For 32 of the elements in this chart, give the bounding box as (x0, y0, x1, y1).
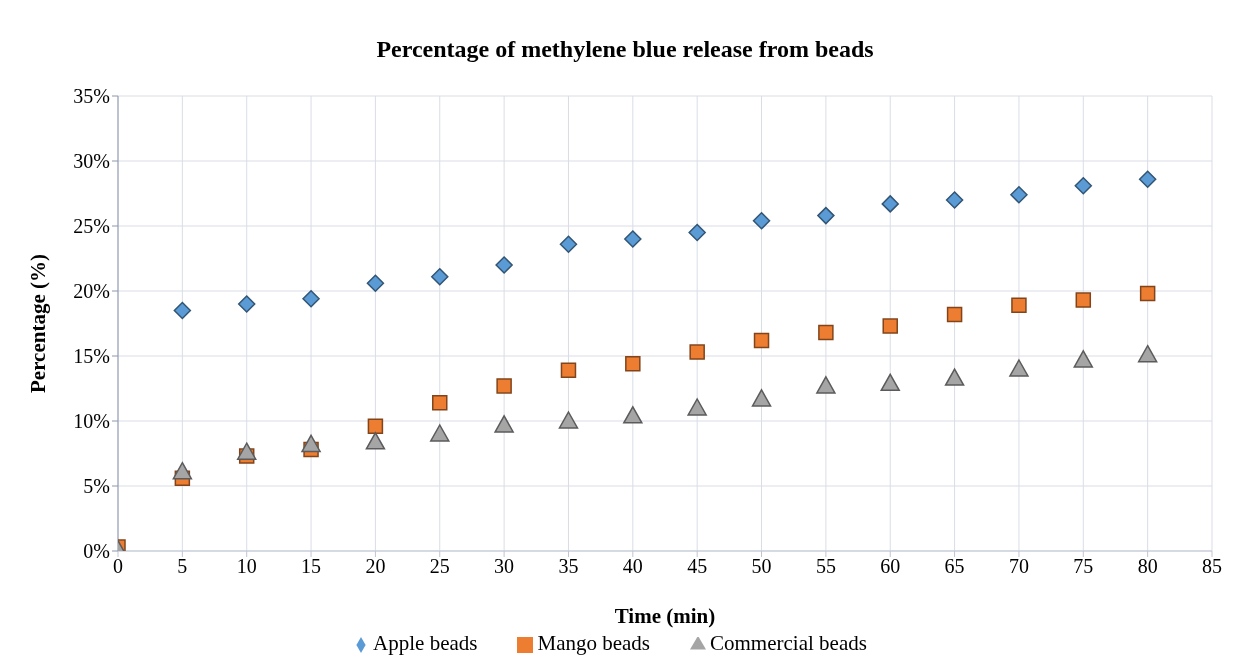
x-tick-label: 50 (751, 555, 772, 578)
x-tick-label: 25 (429, 555, 450, 578)
x-tick-label: 35 (558, 555, 579, 578)
x-axis-title: Time (min) (614, 604, 716, 628)
x-tick-label: 15 (301, 555, 322, 578)
x-tick-label: 5 (177, 555, 188, 578)
x-tick-label: 20 (365, 555, 386, 578)
y-tick-label: 30% (73, 150, 110, 173)
x-tick-label: 30 (494, 555, 515, 578)
y-tick-label: 0% (83, 540, 110, 563)
x-tick-label: 45 (687, 555, 708, 578)
y-tick-label: 15% (73, 345, 110, 368)
x-tick-label: 0 (113, 555, 123, 578)
x-tick-label: 85 (1202, 555, 1222, 578)
x-tick-label: 40 (622, 555, 643, 578)
y-tick-label: 10% (73, 410, 110, 433)
x-tick-label: 10 (236, 555, 257, 578)
x-tick-label: 80 (1137, 555, 1158, 578)
chart-title: Percentage of methylene blue release from beads (375, 35, 875, 64)
y-tick-label: 35% (73, 85, 110, 108)
legend-label: Mango beads (537, 631, 651, 655)
x-tick-label: 75 (1073, 555, 1094, 578)
legend-label: Commercial beads (710, 631, 867, 655)
y-axis-title: Percentage (%) (26, 254, 51, 393)
legend-label: Apple beads (373, 631, 478, 655)
x-tick-label: 70 (1008, 555, 1029, 578)
x-tick-label: 55 (815, 555, 836, 578)
x-tick-label: 65 (944, 555, 965, 578)
y-tick-label: 5% (83, 475, 110, 498)
y-tick-label: 20% (73, 280, 110, 303)
x-tick-label: 60 (880, 555, 901, 578)
y-tick-label: 25% (73, 215, 110, 238)
